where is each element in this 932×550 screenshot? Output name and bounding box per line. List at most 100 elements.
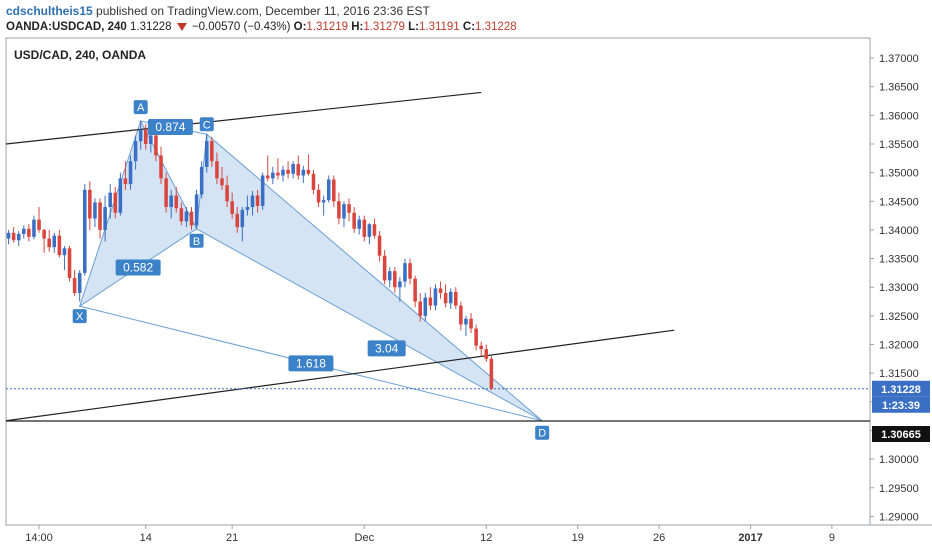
- symbol-label: OANDA:USDCAD, 240: [6, 21, 127, 33]
- candle-body: [443, 292, 448, 304]
- y-tick-label: 1.29000: [879, 511, 919, 523]
- pattern-point-c: C: [199, 117, 214, 132]
- candle-body: [281, 169, 285, 176]
- down-arrow-icon: [176, 22, 187, 31]
- svg-text:1.618: 1.618: [296, 356, 326, 370]
- candle-body: [149, 135, 153, 144]
- candle-body: [332, 179, 336, 202]
- candle-body: [138, 129, 143, 142]
- y-tick-label: 1.32500: [879, 311, 919, 323]
- candle-body: [347, 204, 351, 213]
- author-link[interactable]: cdschultheis15: [6, 4, 93, 18]
- candle-body: [164, 178, 168, 208]
- candle-body: [154, 135, 158, 156]
- candle-body: [52, 235, 57, 248]
- y-tick-label: 1.33000: [879, 282, 919, 294]
- candle-body: [271, 172, 275, 179]
- y-tick-label: 1.36000: [879, 110, 919, 122]
- candle-body: [352, 212, 356, 229]
- candle-body: [235, 213, 240, 228]
- candle-body: [16, 233, 21, 241]
- candle-body: [321, 200, 326, 203]
- candle-body: [169, 195, 173, 208]
- svg-text:C: C: [203, 119, 211, 131]
- svg-text:D: D: [538, 428, 546, 440]
- x-tick-label: 21: [226, 532, 238, 544]
- y-tick-label: 1.35500: [879, 139, 919, 151]
- candle-body: [133, 141, 138, 162]
- candle-body: [42, 229, 46, 239]
- candle-body: [57, 235, 62, 256]
- candle-body: [37, 219, 41, 230]
- pattern-point-a: A: [133, 100, 148, 115]
- countdown-tag: 1:23:39: [872, 396, 930, 413]
- y-tick-label: 1.36500: [879, 82, 919, 94]
- candle-body: [438, 288, 443, 293]
- chart-title: USD/CAD, 240, OANDA: [14, 48, 147, 62]
- x-tick-label: 12: [480, 532, 492, 544]
- candle-body: [215, 161, 219, 179]
- candle-body: [474, 328, 478, 346]
- candle-body: [454, 291, 458, 306]
- x-tick-label: 9: [829, 532, 835, 544]
- candle-body: [98, 202, 102, 230]
- candle-body: [240, 209, 245, 228]
- candle-body: [230, 201, 234, 214]
- candle-body: [250, 195, 255, 208]
- y-tick-label: 1.34000: [879, 225, 919, 237]
- candle-body: [464, 318, 468, 325]
- low-label: L:: [408, 21, 419, 33]
- candle-body: [204, 141, 209, 167]
- candle-body: [199, 166, 204, 195]
- candle-body: [342, 204, 346, 219]
- close-label: C:: [462, 21, 476, 33]
- candle-body: [174, 195, 179, 209]
- y-tick-label: 1.35000: [879, 168, 919, 180]
- y-tick-label: 1.32000: [879, 340, 919, 352]
- ratio-label-3.04: 3.04: [367, 340, 406, 357]
- candle-body: [88, 189, 92, 219]
- candle-body: [93, 202, 97, 219]
- candle-body: [393, 271, 397, 288]
- last-price-tag: 1.31228: [872, 380, 930, 397]
- x-tick-label: 19: [572, 532, 584, 544]
- candle-body: [62, 248, 67, 256]
- candle-body: [428, 297, 433, 306]
- candle-body: [82, 189, 87, 273]
- svg-text:1:23:39: 1:23:39: [882, 400, 920, 412]
- price-change: −0.00570 (−0.43%): [191, 21, 291, 33]
- quote-line: OANDA:USDCAD, 240 1.31228 −0.00570 (−0.4…: [6, 21, 517, 33]
- candle-body: [123, 178, 128, 185]
- candle-body: [210, 141, 214, 162]
- open-value: 1.31219: [306, 21, 348, 33]
- candle-body: [413, 278, 417, 302]
- trendline-2: [5, 329, 675, 422]
- candle-body: [255, 195, 260, 206]
- candle-body: [362, 219, 367, 237]
- candle-body: [423, 297, 428, 316]
- candle-body: [67, 248, 72, 279]
- candle-body: [184, 211, 189, 222]
- candle-body: [77, 272, 82, 293]
- candle-body: [311, 173, 316, 190]
- candle-body: [194, 194, 199, 226]
- svg-text:0.582: 0.582: [123, 260, 153, 274]
- candle-body: [159, 155, 163, 179]
- candle-body: [301, 169, 306, 176]
- last-price: 1.31228: [129, 21, 172, 33]
- candle-body: [357, 219, 362, 229]
- candle-body: [108, 192, 112, 208]
- candle-body: [479, 345, 483, 350]
- candle-body: [489, 358, 494, 389]
- level-price-tag: 1.30665: [872, 426, 930, 443]
- candle-body: [372, 224, 377, 236]
- publish-info: cdschultheis15 published on TradingView.…: [6, 4, 430, 18]
- x-tick-label: 14:00: [25, 532, 53, 544]
- candle-body: [433, 288, 438, 306]
- pattern-point-d: D: [535, 425, 550, 440]
- candle-body: [398, 281, 402, 288]
- pattern-point-x: X: [72, 309, 87, 324]
- y-tick-label: 1.31500: [879, 368, 919, 380]
- svg-text:B: B: [193, 236, 200, 248]
